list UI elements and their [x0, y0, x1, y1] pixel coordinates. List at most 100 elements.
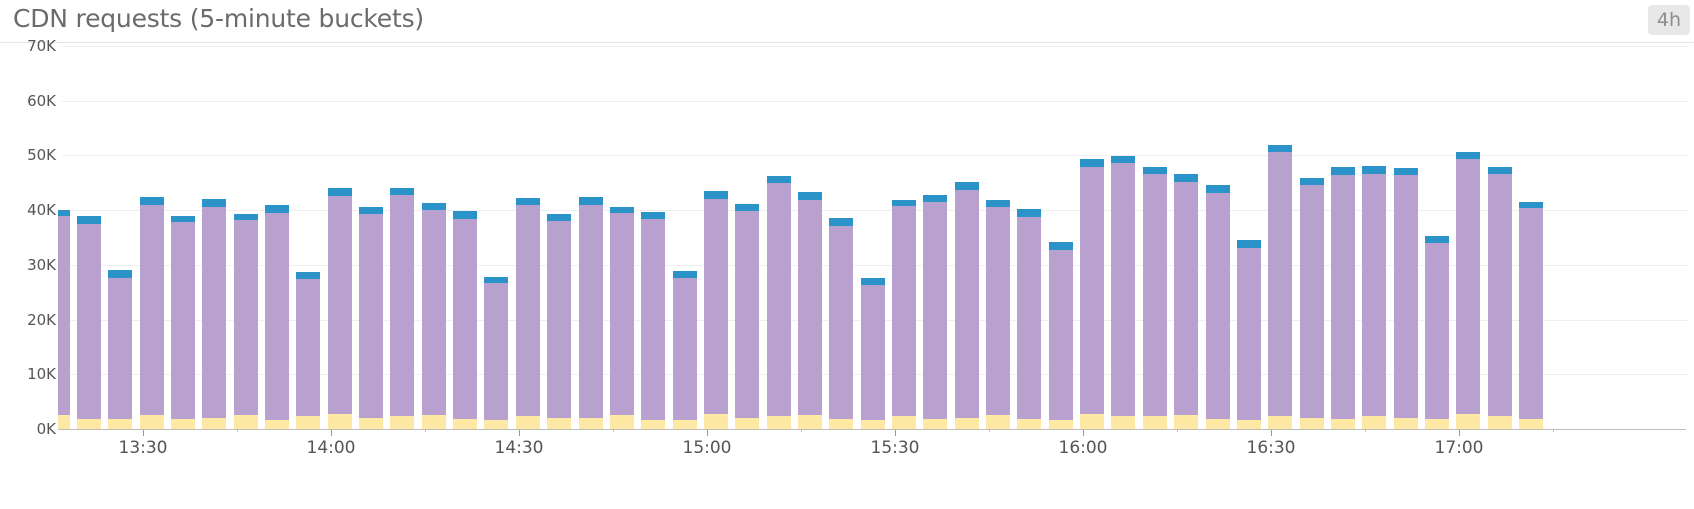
bar-segment-purple — [1362, 174, 1387, 416]
x-minor-tick — [801, 430, 802, 432]
bar-segment-blue — [1236, 239, 1261, 248]
bar-segment-blue — [296, 271, 321, 280]
x-tick — [1083, 430, 1084, 436]
bar-segment-purple — [359, 213, 383, 418]
bar-segment-purple — [421, 210, 446, 416]
x-tick — [895, 430, 896, 436]
bar-segment-purple — [265, 212, 289, 421]
y-axis-label: 0K — [36, 420, 56, 438]
bar-segment-blue — [1299, 177, 1324, 185]
bar-segment-blue — [892, 199, 916, 206]
x-axis-label: 14:30 — [494, 438, 544, 458]
bar-segment-yellow — [1048, 420, 1073, 429]
bar-segment-purple — [453, 218, 478, 419]
bar-segment-purple — [170, 222, 195, 419]
time-range-badge[interactable]: 4h — [1648, 5, 1690, 35]
bar-segment-purple — [1519, 207, 1543, 419]
bar-segment-purple — [609, 212, 634, 416]
bar-segment-blue — [1519, 201, 1543, 208]
bar-segment-yellow — [829, 418, 854, 429]
bar-segment-blue — [1393, 168, 1418, 176]
bar-segment-purple — [1205, 193, 1230, 420]
bar-segment-yellow — [170, 418, 195, 429]
bar-segment-purple — [1017, 216, 1042, 420]
gridline — [62, 101, 1688, 102]
bar-segment-yellow — [202, 418, 227, 429]
bar-segment-yellow — [515, 415, 540, 429]
bar-segment-yellow — [578, 418, 603, 429]
bar-segment-purple — [233, 219, 258, 416]
bar-segment-purple — [1111, 163, 1136, 417]
bar-segment-yellow — [703, 414, 728, 429]
bar-segment-purple — [58, 215, 70, 416]
bar-segment-purple — [1142, 174, 1167, 417]
bar-segment-purple — [202, 206, 227, 419]
bar-segment-purple — [484, 282, 509, 421]
bar-segment-yellow — [390, 416, 415, 429]
bar-segment-yellow — [1424, 418, 1449, 429]
bar-segment-blue — [1142, 166, 1167, 175]
bar-segment-purple — [327, 195, 352, 415]
bar-segment-blue — [421, 203, 446, 211]
x-tick — [519, 430, 520, 436]
x-axis-label: 13:30 — [118, 438, 168, 458]
bar-segment-blue — [233, 213, 258, 220]
bar-segment-yellow — [327, 414, 352, 429]
bar-segment-blue — [954, 182, 979, 191]
bar-segment-yellow — [1236, 419, 1261, 429]
bar-segment-blue — [1111, 155, 1136, 164]
bar-segment-purple — [1487, 174, 1512, 417]
bar-segment-yellow — [1299, 418, 1324, 429]
bar-segment-yellow — [296, 416, 321, 429]
x-axis-label: 16:30 — [1246, 438, 1296, 458]
bar-segment-purple — [1424, 242, 1449, 419]
x-minor-tick — [1553, 430, 1554, 432]
bar-segment-blue — [578, 197, 603, 205]
bar-segment-purple — [829, 226, 854, 419]
bar-segment-blue — [1330, 166, 1355, 176]
bar-segment-purple — [954, 190, 979, 419]
x-axis — [58, 429, 1686, 430]
x-tick — [331, 430, 332, 436]
bar-segment-blue — [923, 194, 948, 202]
bar-segment-blue — [453, 210, 478, 219]
bar-segment-purple — [892, 205, 916, 416]
bar-segment-blue — [1174, 174, 1199, 182]
bar-segment-yellow — [547, 418, 572, 429]
bar-segment-yellow — [1362, 415, 1387, 429]
gridline — [62, 155, 1688, 156]
bar-segment-purple — [547, 221, 572, 419]
bar-segment-purple — [1393, 175, 1418, 419]
bar-segment-purple — [1330, 175, 1355, 419]
bar-segment-purple — [296, 279, 321, 417]
x-axis-label: 16:00 — [1058, 438, 1108, 458]
bar-segment-purple — [703, 199, 728, 415]
bar-segment-yellow — [986, 414, 1010, 429]
bar-segment-yellow — [1205, 419, 1230, 429]
bar-segment-yellow — [76, 418, 101, 429]
bar-segment-yellow — [892, 415, 916, 429]
bar-segment-blue — [1456, 152, 1481, 159]
bar-segment-blue — [265, 204, 289, 213]
bar-segment-blue — [1268, 145, 1293, 153]
bar-segment-yellow — [453, 418, 478, 429]
x-tick — [707, 430, 708, 436]
header-divider — [0, 42, 1694, 43]
y-axis-label: 20K — [27, 311, 56, 329]
x-minor-tick — [425, 430, 426, 432]
bar-segment-yellow — [1017, 419, 1042, 429]
bar-segment-blue — [766, 175, 791, 183]
bar-segment-purple — [1268, 152, 1293, 416]
bar-segment-blue — [1362, 165, 1387, 175]
bar-segment-blue — [641, 211, 666, 219]
x-minor-tick — [613, 430, 614, 432]
bar-segment-purple — [1048, 250, 1073, 421]
bar-segment-blue — [735, 204, 760, 211]
x-tick — [143, 430, 144, 436]
bar-segment-purple — [1236, 247, 1261, 420]
bar-segment-blue — [797, 192, 822, 200]
x-minor-tick — [1365, 430, 1366, 432]
gridline — [62, 265, 1688, 266]
bar-segment-purple — [672, 277, 697, 421]
